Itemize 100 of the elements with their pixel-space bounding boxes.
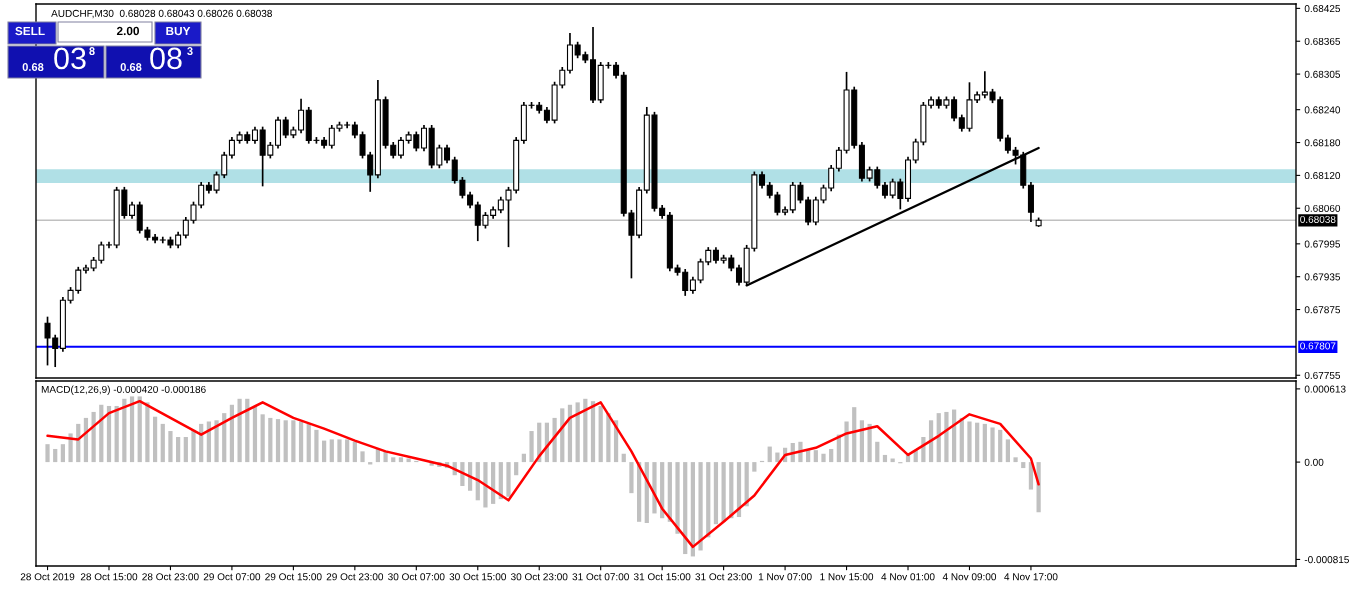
bar (145, 402, 150, 463)
line-series (46, 399, 1040, 549)
bar (721, 462, 726, 522)
bar (183, 437, 188, 463)
candlestick (444, 143, 451, 165)
bar (767, 446, 772, 463)
candlestick (397, 136, 404, 160)
bar (329, 439, 334, 463)
bar (775, 452, 780, 463)
bar (122, 398, 127, 463)
y-tick-label: 0.00 (1304, 458, 1324, 466)
annotation: BUY (166, 26, 191, 36)
bar (229, 404, 235, 463)
bar (875, 441, 880, 463)
annotation: 03 (54, 47, 86, 70)
x-tick-label: 1 Nov 07:00 (758, 573, 812, 581)
bar (506, 462, 511, 497)
y-tick-label: 0.67995 (1304, 240, 1341, 248)
bar (275, 419, 281, 463)
bar (291, 420, 296, 463)
y-tick-label: 0.67755 (1304, 371, 1341, 379)
bar (967, 421, 972, 463)
x-tick-label: 31 Oct 07:00 (572, 573, 629, 581)
bar (268, 417, 273, 463)
y-tick-label: 0.68240 (1304, 106, 1341, 114)
chart-title: MACD(12,26,9) -0.000420 -0.000186 (41, 385, 206, 395)
bar (483, 462, 488, 508)
bar (829, 448, 834, 463)
annotation: 3 (187, 47, 193, 55)
bar (168, 431, 173, 463)
bar (998, 429, 1003, 463)
ref-line-label: 0.67807 (1300, 342, 1336, 350)
bar (852, 407, 857, 463)
bar (813, 450, 818, 463)
bar (990, 427, 995, 463)
annotation: 08 (150, 47, 182, 70)
x-tick-label: 31 Oct 23:00 (695, 573, 752, 581)
x-tick-label: 28 Oct 2019 (20, 573, 75, 581)
bar (283, 420, 288, 463)
bar (583, 398, 588, 463)
bar (176, 437, 181, 463)
ref-line-label: 0.68038 (1300, 215, 1336, 223)
x-tick-label: 30 Oct 15:00 (449, 573, 507, 581)
x-tick-label: 4 Nov 01:00 (881, 573, 935, 581)
bar (590, 401, 596, 463)
bar (214, 420, 219, 463)
bar (252, 405, 258, 463)
y-tick-label: 0.68305 (1304, 70, 1341, 78)
bar (260, 414, 265, 463)
bar (360, 451, 365, 463)
bar (683, 462, 688, 555)
bar (191, 429, 196, 463)
bar (1005, 439, 1010, 463)
bar (245, 398, 250, 463)
y-tick-label: 0.68180 (1304, 139, 1341, 147)
x-tick-label: 31 Oct 15:00 (633, 573, 691, 581)
annotation: 0.68 (22, 63, 44, 71)
bar (867, 423, 872, 463)
candlestick (298, 97, 305, 135)
bar (552, 417, 557, 463)
bar (337, 439, 342, 463)
y-tick-label: 0.000613 (1304, 385, 1346, 393)
x-tick-label: 1 Nov 15:00 (820, 573, 874, 581)
y-tick-label: 0.68120 (1304, 172, 1341, 180)
candlestick (420, 124, 428, 153)
y-tick-label: -0.000815 (1304, 556, 1349, 564)
x-tick-label: 4 Nov 09:00 (942, 573, 997, 581)
bar (160, 423, 165, 463)
bar (152, 416, 158, 463)
y-tick-label: 0.68365 (1304, 37, 1341, 45)
x-tick-label: 29 Oct 07:00 (203, 573, 261, 581)
annotation: 8 (89, 47, 95, 55)
bar (222, 413, 227, 463)
x-tick-label: 30 Oct 23:00 (510, 573, 568, 581)
bar (706, 462, 711, 538)
bar (844, 421, 849, 463)
bar (391, 457, 396, 463)
bar (882, 454, 888, 463)
bar (521, 453, 526, 463)
bar (322, 440, 327, 463)
bar (345, 439, 350, 463)
y-tick-label: 0.68425 (1304, 5, 1341, 13)
bar (698, 462, 703, 551)
bar (298, 421, 304, 463)
bar (982, 423, 987, 463)
annotation: 0.68 (120, 63, 142, 71)
bar (575, 402, 580, 463)
bar (713, 462, 719, 525)
x-tick-label: 28 Oct 23:00 (142, 573, 199, 581)
bar (514, 462, 519, 476)
x-tick-label: 30 Oct 07:00 (388, 573, 445, 581)
x-tick-label: 29 Oct 15:00 (265, 573, 322, 581)
bar (975, 422, 980, 463)
bar (752, 462, 757, 472)
bar (352, 441, 357, 463)
y-tick-label: 0.67875 (1304, 306, 1341, 314)
x-tick-label: 28 Oct 15:00 (80, 573, 138, 581)
bar (944, 411, 949, 463)
bar (1013, 457, 1018, 463)
bar (529, 431, 534, 463)
